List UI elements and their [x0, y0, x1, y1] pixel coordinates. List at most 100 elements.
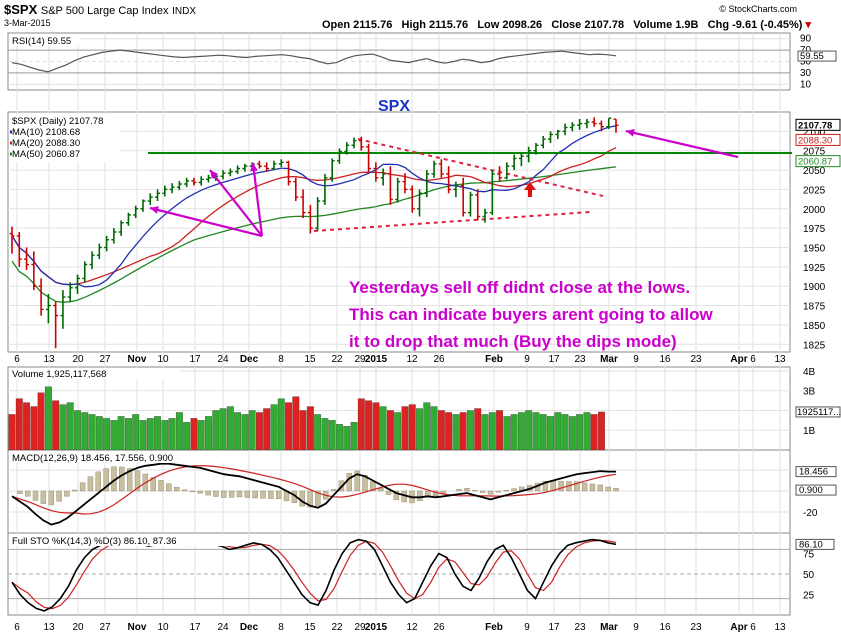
- x-tick-label-top: Mar: [600, 354, 618, 365]
- index-name: S&P 500 Large Cap Index: [40, 5, 169, 17]
- low-value: Low 2098.26: [477, 19, 543, 31]
- volume-value: Volume 1.9B: [633, 19, 699, 31]
- bounce-up-arrow: [524, 182, 536, 197]
- macd-histogram-bar: [181, 489, 188, 492]
- x-tick-label-top: 9: [633, 354, 639, 365]
- macd-histogram-bar: [205, 490, 211, 496]
- volume-bar: [583, 412, 591, 451]
- macd-histogram-bar: [432, 490, 439, 497]
- macd-histogram-bar: [597, 484, 604, 492]
- x-tick-label-bottom: 2015: [365, 622, 388, 633]
- macd-histogram-bar: [425, 490, 431, 498]
- volume-bar: [277, 398, 285, 451]
- volume-bar: [299, 410, 307, 451]
- macd-histogram-bar: [72, 489, 78, 492]
- volume-bar: [219, 408, 227, 451]
- x-tick-label-top: Nov: [128, 354, 147, 365]
- x-tick-label-bottom: 17: [548, 622, 560, 633]
- volume-bar: [212, 410, 220, 451]
- sto-panel: 75 50 25 Full STO %K(14,3) %D(3) 86.10, 87.…: [8, 535, 835, 612]
- ma20-label: MA(20) 2088.30: [12, 138, 80, 149]
- x-tick-label-bottom: 8: [278, 622, 284, 633]
- volume-bar: [437, 410, 445, 451]
- volume-bar: [74, 410, 81, 451]
- high-value: High 2115.76: [401, 19, 469, 31]
- price-tick-label: 1900: [803, 282, 826, 293]
- volume-bar: [161, 420, 169, 451]
- x-tick-label-top: 23: [574, 354, 586, 365]
- open-value: Open 2115.76: [322, 19, 393, 31]
- x-tick-label-bottom: 10: [157, 622, 169, 633]
- ascending-trendline: [313, 211, 591, 232]
- volume-bar: [336, 424, 343, 451]
- macd-histogram-bar: [503, 490, 509, 492]
- macd-histogram-bar: [119, 466, 125, 492]
- x-tick-label-bottom: 27: [99, 622, 111, 633]
- volume-bar: [430, 406, 438, 451]
- volume-bar: [401, 406, 409, 451]
- x-tick-label-top: Apr: [730, 354, 747, 365]
- macd-histogram-bar: [103, 468, 109, 492]
- support-arrow-1-head: [150, 206, 159, 214]
- x-tick-label-bottom: 22: [331, 622, 343, 633]
- macd-histogram-bar: [307, 490, 313, 508]
- macd-histogram-bar: [370, 481, 376, 492]
- macd-histogram-bar: [197, 490, 203, 494]
- axes: 6 6 13 13 20 20 27 27 Nov Nov 10 10 17 17 24 24 Dec Dec 8 8…: [14, 354, 786, 633]
- x-tick-label-bottom: 9: [633, 622, 639, 633]
- x-tick-label-bottom: 17: [189, 622, 201, 633]
- macd-histogram-bar: [472, 490, 478, 492]
- x-tick-label-bottom: 12: [406, 622, 418, 633]
- volume-bar: [576, 414, 584, 451]
- price-tick-label: 2100: [803, 127, 826, 138]
- panel-frame-price: [7, 111, 791, 353]
- macd-histogram-bar: [605, 486, 611, 492]
- volume-bar: [416, 408, 423, 451]
- macd-histogram-bar: [189, 490, 196, 493]
- price-tick-label: 1825: [803, 340, 826, 351]
- support-arrow-2-head: [210, 170, 219, 179]
- x-tick-label-top: 8: [278, 354, 284, 365]
- volume-bar: [590, 414, 598, 451]
- macd-histogram-bar: [393, 490, 400, 501]
- macd-histogram-bar: [150, 477, 156, 492]
- x-tick-label-top: 9: [524, 354, 530, 365]
- macd-value: 18.456: [799, 467, 828, 478]
- volume-bar: [190, 418, 198, 451]
- grid-lines: [16, 33, 781, 615]
- macd-histogram-bar: [56, 490, 62, 502]
- macd-histogram-bar: [174, 486, 180, 492]
- volume-bar: [226, 406, 234, 451]
- x-tick-label-top: 26: [433, 354, 445, 365]
- annotation-text: This can indicate buyers arent going to …: [349, 305, 713, 324]
- current-bar-arrow: [625, 129, 739, 159]
- volume-label-bg: [10, 368, 180, 379]
- volume-bar: [154, 416, 161, 451]
- x-tick-label-top: 13: [43, 354, 55, 365]
- volume-bar: [66, 402, 74, 451]
- price-tick-label: 1950: [803, 243, 826, 254]
- x-tick-label-top: 23: [690, 354, 702, 365]
- volume-bar: [445, 412, 453, 451]
- price-panel: 2100 2075 2050 2025 2000 1975 1950 1925 1900 1875…: [8, 114, 841, 351]
- rsi-tick-label: 30: [800, 68, 812, 79]
- annotation-text: Yesterdays sell off didnt close at the l…: [349, 278, 690, 297]
- x-tick-label-bottom: Mar: [600, 622, 618, 633]
- macd-histogram-bar: [40, 490, 47, 504]
- macd-label-bg: [10, 452, 240, 463]
- macd-histogram-bar: [87, 476, 94, 492]
- ma50-label: MA(50) 2060.87: [12, 149, 80, 160]
- volume-tick-label: 1B: [803, 426, 816, 437]
- price-value: 2107.78: [798, 120, 832, 131]
- price-value-badge: [795, 133, 841, 146]
- x-tick-label-top: 22: [331, 354, 343, 365]
- volume-bar: [175, 412, 183, 451]
- volume-bar: [37, 392, 45, 451]
- chart-title: SPX: [378, 98, 410, 115]
- volume-bar: [263, 408, 271, 451]
- x-tick-label-top: 24: [217, 354, 229, 365]
- volume-bar: [197, 420, 205, 451]
- volume-bar: [365, 400, 373, 451]
- ma20-line: [11, 147, 617, 286]
